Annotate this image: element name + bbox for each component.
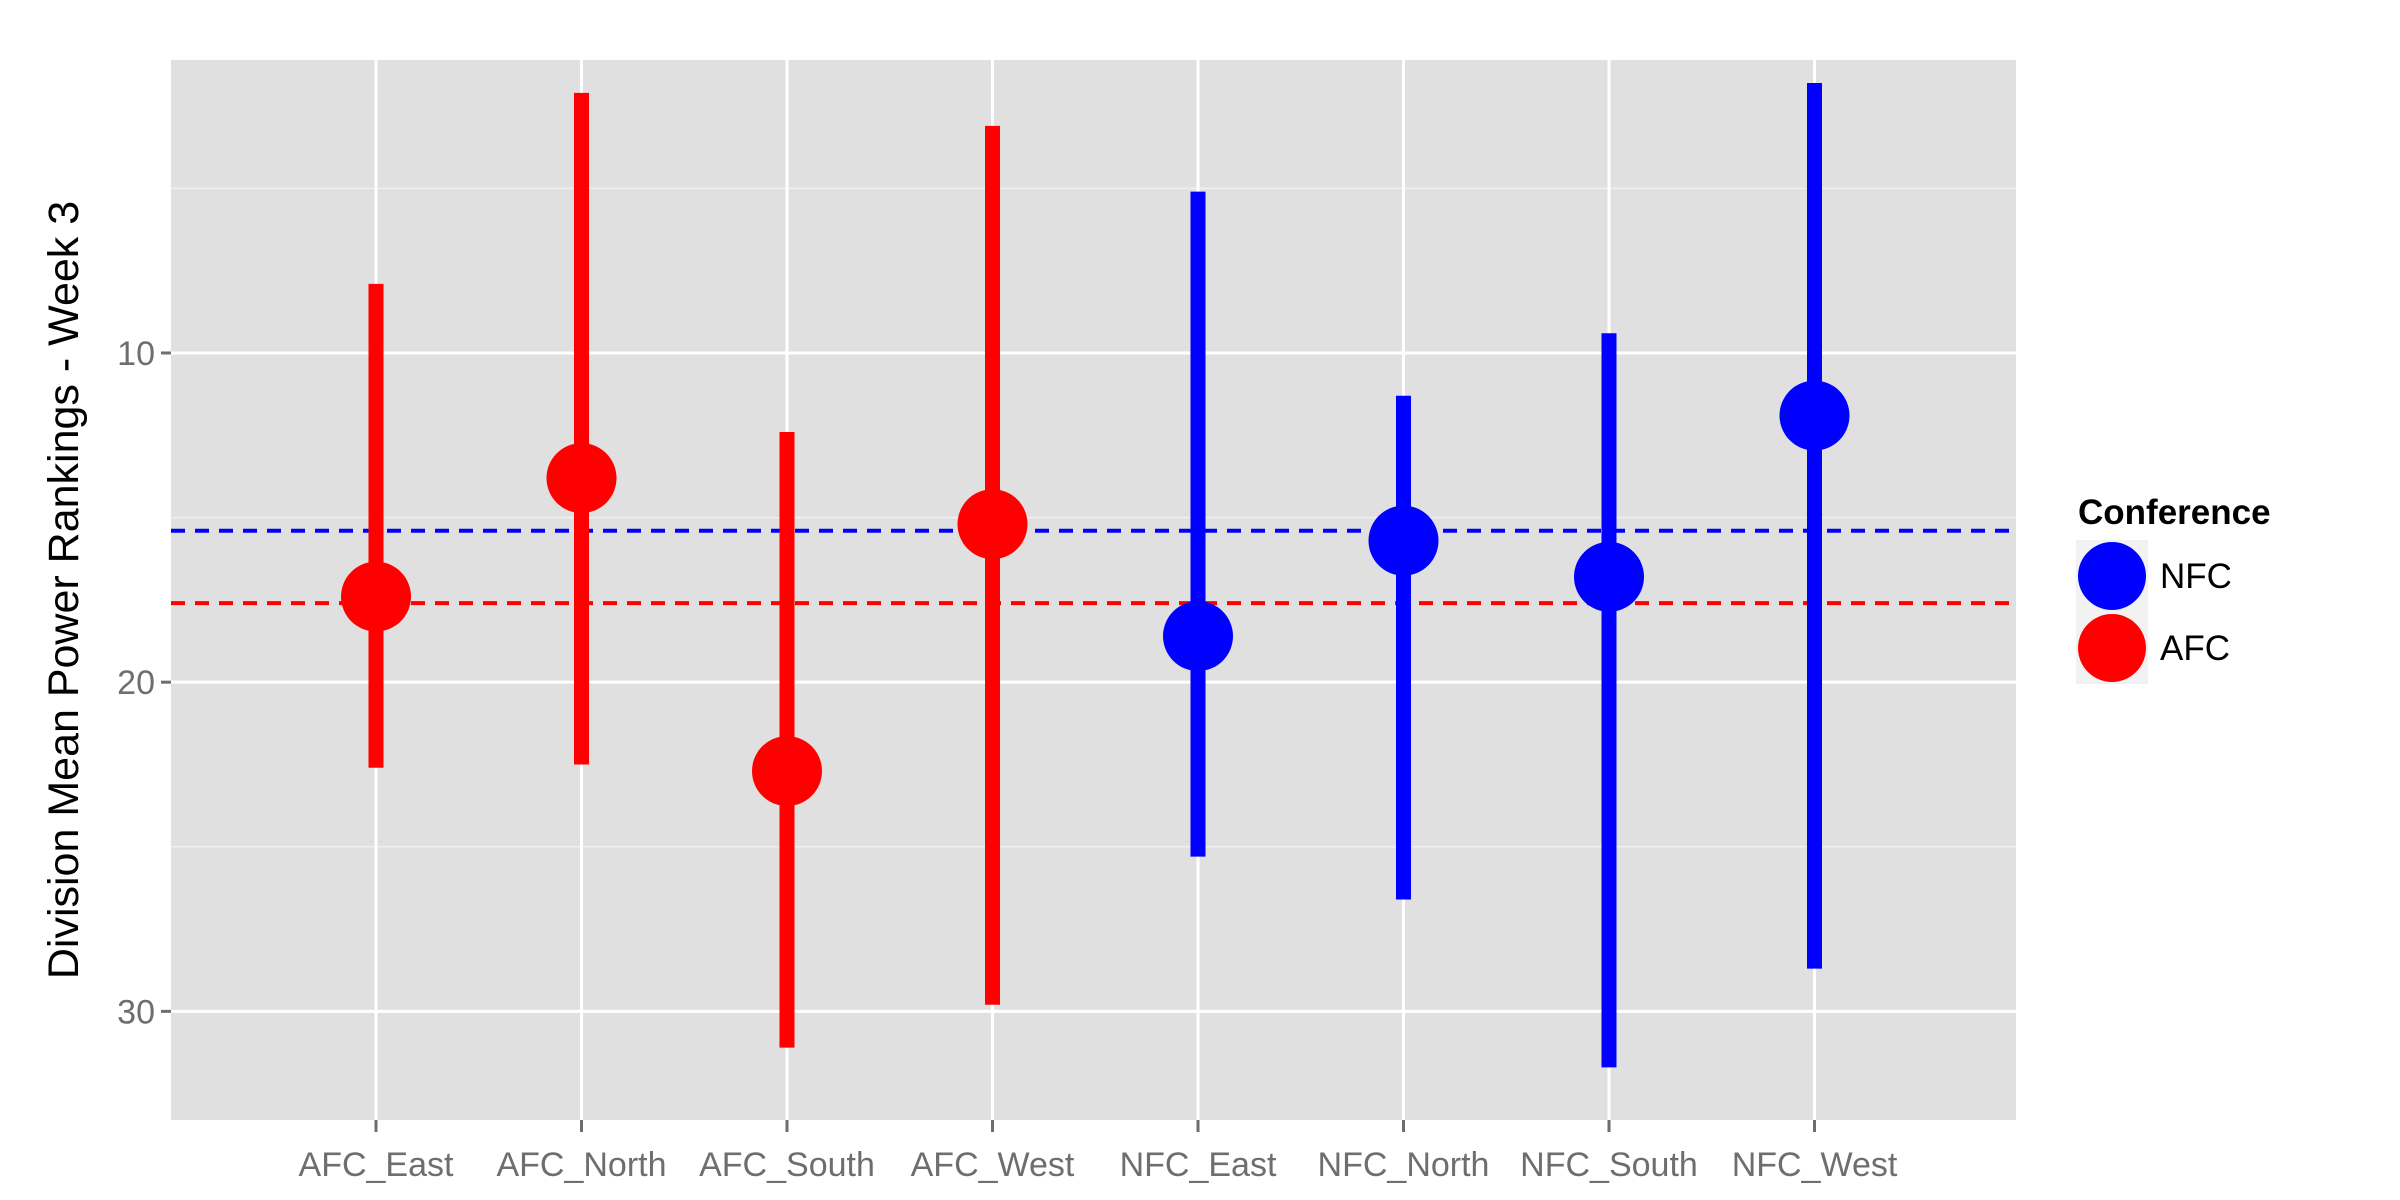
reference-lines (171, 528, 2016, 606)
mean-point-afc-east (341, 561, 411, 632)
legend-key-afc (2078, 614, 2146, 682)
x-tick-label: AFC_West (911, 1146, 1075, 1184)
legend-key-nfc (2078, 542, 2146, 610)
mean-point-afc-west (957, 489, 1028, 560)
x-tick-label: AFC_East (299, 1146, 454, 1184)
y-axis-title: Division Mean Power Rankings - Week 3 (40, 201, 88, 979)
y-tick-label: 10 (117, 335, 155, 373)
x-tick-label: NFC_South (1520, 1146, 1698, 1184)
axes: 10 20 30 AFC_East AFC_North AFC_South AFC_West… (117, 335, 1898, 1184)
legend: Conference NFC AFC (2076, 493, 2271, 684)
x-tick-label: NFC_West (1732, 1146, 1898, 1184)
x-tick-label: AFC_South (699, 1146, 875, 1184)
grid-minor (171, 187, 2016, 848)
error-bars (368, 83, 1822, 1068)
mean-point-nfc-east (1163, 601, 1233, 672)
mean-point-afc-south (752, 736, 822, 807)
x-tick-label: NFC_North (1318, 1146, 1490, 1184)
x-tick-label: NFC_East (1120, 1146, 1277, 1184)
mean-points (341, 380, 1850, 807)
mean-point-nfc-west (1779, 380, 1850, 451)
mean-point-nfc-north (1368, 505, 1439, 576)
legend-title: Conference (2078, 493, 2271, 532)
mean-point-nfc-south (1574, 541, 1644, 612)
y-tick-label: 30 (117, 993, 155, 1031)
legend-label-nfc: NFC (2160, 557, 2232, 596)
plot-panel (171, 60, 2016, 1120)
y-tick-label: 20 (117, 664, 155, 702)
x-tick-label: AFC_North (496, 1146, 666, 1184)
mean-point-afc-north (546, 443, 617, 514)
legend-label-afc: AFC (2160, 629, 2230, 668)
